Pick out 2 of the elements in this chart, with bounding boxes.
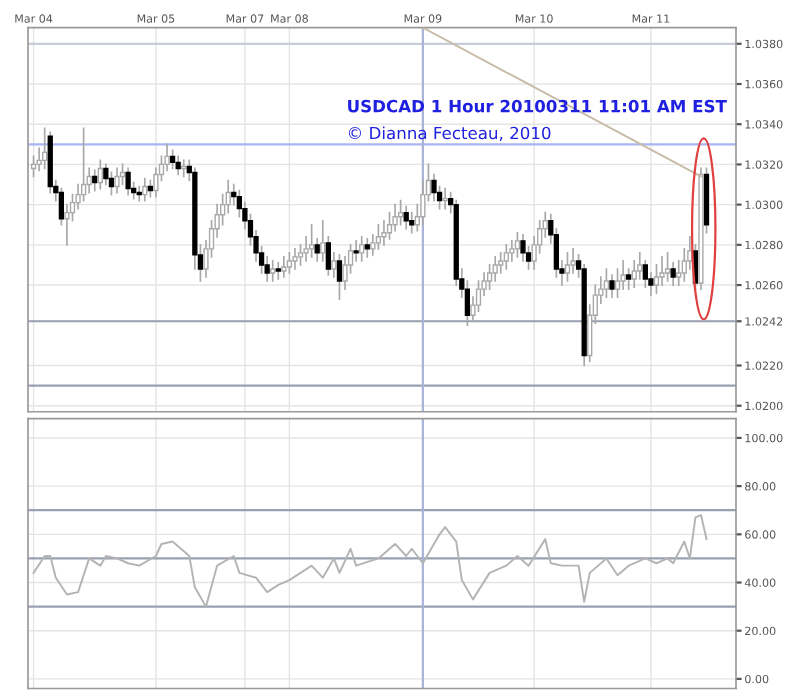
- text: USDCAD 1 Hour 20100311 11:01 AM EST: [348, 99, 727, 113]
- annotation: © Dianna Fecteau, 2010: [348, 126, 551, 141]
